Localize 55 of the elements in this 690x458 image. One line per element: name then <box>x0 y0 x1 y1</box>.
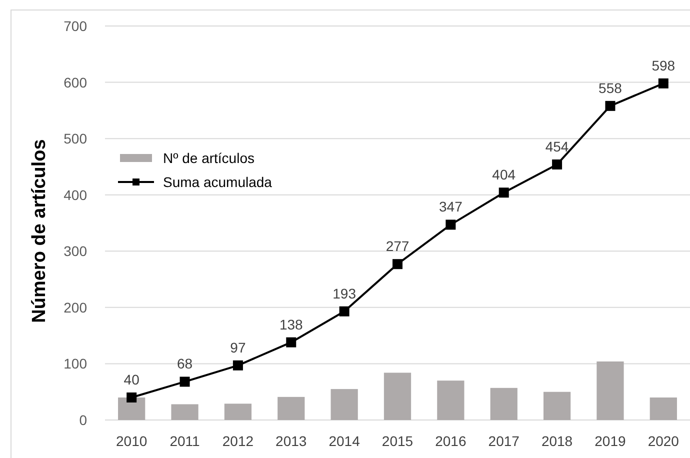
bar <box>490 388 518 420</box>
point <box>498 188 509 198</box>
x-tick-label: 2016 <box>435 433 466 449</box>
bar <box>224 404 252 420</box>
data-label: 68 <box>176 356 193 372</box>
point <box>126 392 137 402</box>
y-tick-label: 400 <box>64 186 88 203</box>
data-label: 454 <box>545 138 569 154</box>
x-tick-label: 2020 <box>648 433 680 449</box>
point <box>286 337 296 348</box>
point <box>392 259 402 270</box>
bar <box>330 389 358 420</box>
x-tick-label: 2012 <box>222 433 254 449</box>
bar <box>278 396 305 420</box>
data-label: 193 <box>332 285 356 302</box>
legend-label: Suma acumulada <box>163 174 272 190</box>
point <box>552 159 562 170</box>
y-tick-label: 600 <box>64 74 88 90</box>
x-tick-label: 2010 <box>116 433 148 449</box>
data-label: 404 <box>492 166 516 183</box>
bar <box>437 380 464 420</box>
x-tick-label: 2015 <box>382 433 414 449</box>
x-tick-label: 2014 <box>328 433 360 449</box>
x-tick-label: 2017 <box>488 433 520 449</box>
x-tick-label: 2013 <box>276 433 307 449</box>
data-label: 598 <box>652 57 676 74</box>
point <box>180 376 190 387</box>
bar <box>543 392 571 420</box>
bar <box>384 372 412 420</box>
y-axis-title: Número de artículos <box>29 139 50 323</box>
bar <box>118 397 146 420</box>
x-tick-label: 2018 <box>541 433 573 449</box>
data-label: 40 <box>124 371 140 388</box>
point <box>446 220 456 230</box>
data-label: 347 <box>439 198 463 215</box>
point <box>232 360 243 370</box>
point <box>339 306 350 316</box>
data-label: 277 <box>386 238 410 254</box>
point <box>658 78 668 88</box>
y-tick-label: 700 <box>64 18 88 34</box>
data-label: 558 <box>598 80 622 96</box>
legend-label: Nº de artículos <box>163 150 254 166</box>
y-tick-label: 0 <box>79 412 88 428</box>
y-tick-label: 500 <box>64 130 88 147</box>
x-tick-label: 2011 <box>170 433 200 449</box>
y-tick-label: 100 <box>64 356 88 372</box>
data-label: 138 <box>279 316 304 332</box>
x-tick-label: 2019 <box>594 433 626 449</box>
data-label: 97 <box>230 339 246 356</box>
y-tick-label: 200 <box>64 299 88 316</box>
bar <box>596 361 624 420</box>
bar <box>171 404 198 420</box>
y-tick-label: 300 <box>64 243 88 260</box>
bar <box>650 397 677 420</box>
point <box>605 100 616 111</box>
